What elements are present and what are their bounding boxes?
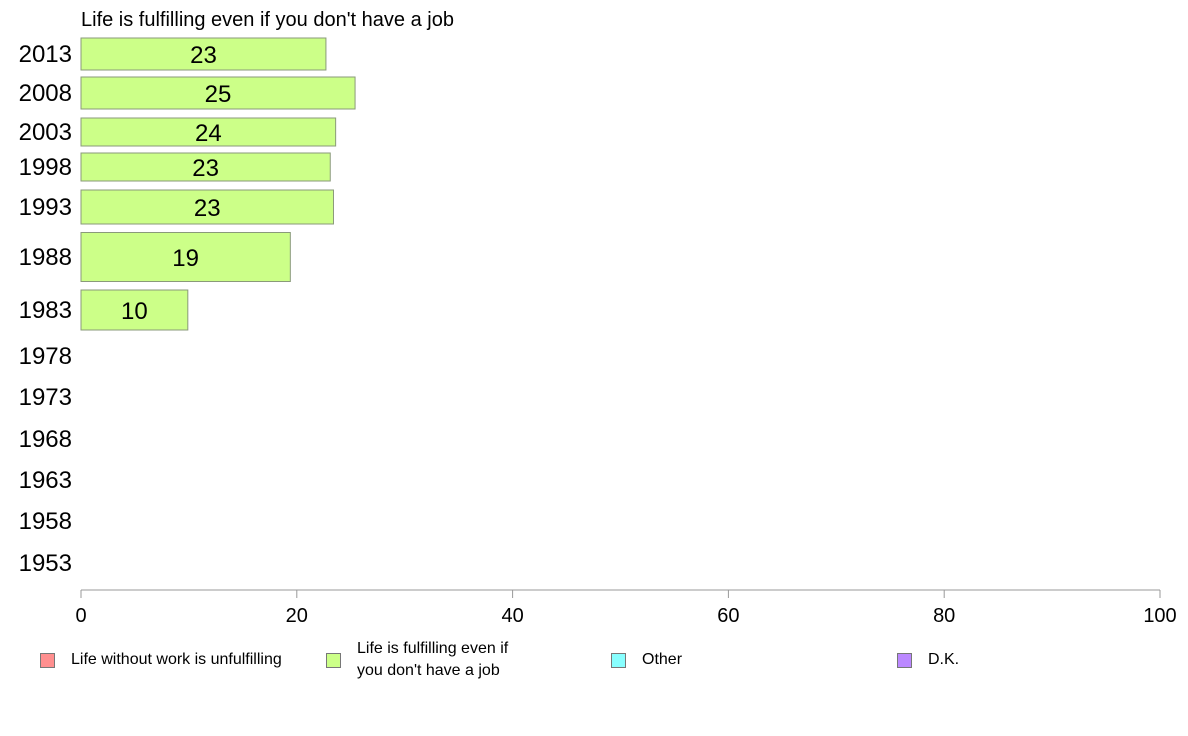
bar-label-1988: 19 bbox=[172, 245, 199, 272]
bar-2013 bbox=[80, 37, 327, 71]
y-tick-label-1998: 1998 bbox=[19, 154, 72, 181]
bar-2008 bbox=[80, 76, 356, 110]
y-tick-label-1993: 1993 bbox=[19, 194, 72, 221]
x-tick-label-80: 80 bbox=[933, 605, 955, 627]
bar-label-2003: 24 bbox=[195, 120, 222, 147]
bar-label-1998: 23 bbox=[192, 155, 219, 182]
y-tick-label-1953: 1953 bbox=[19, 550, 72, 577]
chart-title: Life is fulfilling even if you don't hav… bbox=[81, 9, 454, 31]
bar-label-1993: 23 bbox=[194, 195, 221, 222]
x-axis: 0 20 40 60 80 100 bbox=[75, 589, 1177, 627]
bar-1998 bbox=[80, 152, 331, 182]
y-tick-label-1963: 1963 bbox=[19, 467, 72, 494]
bar-1988 bbox=[80, 232, 291, 282]
y-tick-label-1958: 1958 bbox=[19, 508, 72, 535]
bar-2003 bbox=[80, 117, 337, 147]
x-tick-label-100: 100 bbox=[1143, 605, 1176, 627]
y-tick-label-1968: 1968 bbox=[19, 426, 72, 453]
bars-group: 23 25 24 23 23 19 10 bbox=[80, 37, 356, 331]
x-tick-label-0: 0 bbox=[75, 605, 86, 627]
y-tick-label-1988: 1988 bbox=[19, 244, 72, 271]
bar-label-1983: 10 bbox=[121, 298, 148, 325]
y-tick-label-2013: 2013 bbox=[19, 41, 72, 68]
y-tick-label-1978: 1978 bbox=[19, 343, 72, 370]
bar-1983 bbox=[80, 289, 189, 331]
y-tick-label-2003: 2003 bbox=[19, 119, 72, 146]
x-tick-label-20: 20 bbox=[286, 605, 308, 627]
bar-label-2008: 25 bbox=[205, 81, 232, 108]
y-axis-labels: 2013 2008 2003 1998 1993 1988 1983 1978 1973 1968… bbox=[19, 41, 72, 577]
x-tick-label-40: 40 bbox=[501, 605, 523, 627]
x-tick-label-60: 60 bbox=[717, 605, 739, 627]
y-tick-label-1983: 1983 bbox=[19, 297, 72, 324]
y-tick-label-1973: 1973 bbox=[19, 384, 72, 411]
bar-label-2013: 23 bbox=[190, 42, 217, 69]
y-tick-label-2008: 2008 bbox=[19, 80, 72, 107]
bar-1993 bbox=[80, 189, 334, 225]
